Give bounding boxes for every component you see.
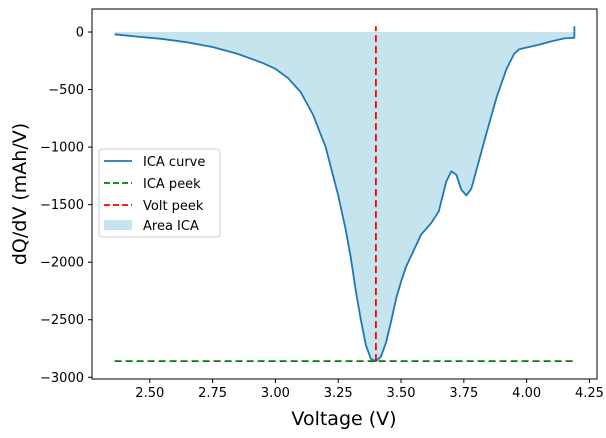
x-tick-label: 2.50 (135, 386, 164, 401)
legend-label-volt-peek: Volt peek (143, 199, 204, 214)
y-axis-label: dQ/dV (mAh/V) (9, 123, 31, 265)
area-ica-fill (114, 26, 575, 362)
y-tick-label: −3000 (40, 371, 84, 386)
legend: ICA curve ICA peek Volt peek Area ICA (98, 148, 221, 238)
x-tick-label: 3.00 (261, 386, 290, 401)
y-axis-ticks: 0 −500 −1000 −1500 −2000 −2500 −3000 (40, 26, 92, 386)
x-tick-label: 2.75 (198, 386, 227, 401)
axes-frame (91, 8, 598, 380)
legend-label-ica-curve: ICA curve (143, 155, 205, 170)
x-tick-label: 3.25 (324, 386, 353, 401)
y-tick-label: 0 (76, 26, 84, 41)
legend-label-ica-peek: ICA peek (143, 177, 201, 192)
legend-label-area-ica: Area ICA (143, 219, 199, 234)
y-tick-label: −500 (48, 83, 84, 98)
x-axis-ticks: 2.50 2.75 3.00 3.25 3.50 3.75 4.00 4.25 (135, 379, 604, 401)
x-tick-label: 4.25 (575, 386, 604, 401)
x-axis-label: Voltage (V) (291, 408, 396, 430)
legend-swatch-area-ica (104, 220, 132, 230)
ica-curve-line (114, 26, 576, 363)
legend-frame (98, 148, 221, 238)
y-tick-label: −2000 (40, 256, 84, 271)
y-tick-label: −1000 (40, 141, 84, 156)
y-tick-label: −2500 (40, 313, 84, 328)
x-tick-label: 3.75 (449, 386, 478, 401)
plot-area (114, 26, 576, 363)
y-tick-label: −1500 (40, 198, 84, 213)
x-tick-label: 3.50 (387, 386, 416, 401)
x-tick-label: 4.00 (512, 386, 541, 401)
